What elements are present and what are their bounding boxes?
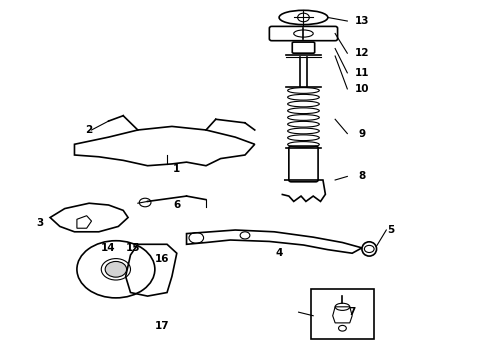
Text: 11: 11: [355, 68, 369, 78]
Text: 2: 2: [85, 125, 93, 135]
Text: 17: 17: [155, 321, 170, 332]
Text: 16: 16: [155, 253, 170, 264]
Circle shape: [105, 261, 126, 277]
Text: 1: 1: [173, 164, 180, 174]
Text: 13: 13: [355, 16, 369, 26]
Text: 10: 10: [355, 84, 369, 94]
Text: 4: 4: [275, 248, 283, 258]
Text: 5: 5: [388, 225, 395, 235]
Text: 3: 3: [37, 218, 44, 228]
Circle shape: [297, 13, 309, 22]
Text: 8: 8: [358, 171, 366, 181]
Text: 6: 6: [173, 200, 180, 210]
Text: 7: 7: [348, 307, 356, 317]
Text: 12: 12: [355, 48, 369, 58]
Text: 14: 14: [101, 243, 116, 253]
Text: 15: 15: [126, 243, 140, 253]
Text: 9: 9: [358, 129, 366, 139]
